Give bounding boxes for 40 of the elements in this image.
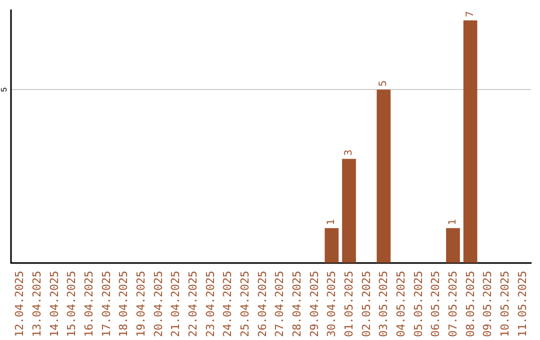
x-tick-label: 03.05.2025 <box>377 270 390 338</box>
x-tick-label: 20.04.2025 <box>152 270 165 338</box>
x-tick-label: 25.04.2025 <box>238 270 252 338</box>
x-tick-label: 13.04.2025 <box>30 270 44 338</box>
bar <box>463 20 478 263</box>
x-tick-label: 17.04.2025 <box>100 270 113 338</box>
x-tick-label: 14.04.2025 <box>48 270 61 338</box>
x-tick-label: 08.05.2025 <box>464 270 477 338</box>
x-tick-label: 21.04.2025 <box>169 270 182 338</box>
x-tick-label: 30.04.2025 <box>325 270 338 338</box>
x-tick-label: 11.05.2025 <box>516 270 529 338</box>
x-tick-label: 06.05.2025 <box>429 270 442 338</box>
data-label: 1 <box>326 218 338 226</box>
data-label: 5 <box>378 80 390 87</box>
bar <box>324 228 339 263</box>
x-tick-label: 16.04.2025 <box>82 270 96 338</box>
x-tick-label: 05.05.2025 <box>412 270 425 338</box>
x-tick-label: 07.05.2025 <box>446 270 460 338</box>
x-tick-label: 15.04.2025 <box>65 270 78 338</box>
x-tick-label: 01.05.2025 <box>342 270 356 338</box>
data-label: 7 <box>464 11 476 18</box>
x-tick-label: 10.05.2025 <box>498 270 512 338</box>
x-tick-label: 09.05.2025 <box>481 270 494 338</box>
x-tick-label: 22.04.2025 <box>186 270 200 338</box>
x-tick-label: 27.04.2025 <box>273 270 286 338</box>
bar <box>446 228 460 263</box>
data-label: 1 <box>448 218 458 226</box>
x-tick-label: 12.04.2025 <box>13 270 26 338</box>
x-tick-label: 26.04.2025 <box>256 270 269 338</box>
bar <box>342 158 356 263</box>
x-tick-label: 18.04.2025 <box>117 270 130 338</box>
x-tick-label: 04.05.2025 <box>394 270 408 338</box>
x-tick-label: 23.04.2025 <box>204 270 217 338</box>
x-tick-label: 19.04.2025 <box>134 270 148 338</box>
x-tick-label: 02.05.2025 <box>360 270 373 338</box>
bar <box>376 90 391 263</box>
x-tick-label: 28.04.2025 <box>290 270 304 338</box>
x-tick-label: 24.04.2025 <box>221 270 234 338</box>
x-tick-label: 29.04.2025 <box>308 270 321 338</box>
data-label: 3 <box>344 150 354 156</box>
